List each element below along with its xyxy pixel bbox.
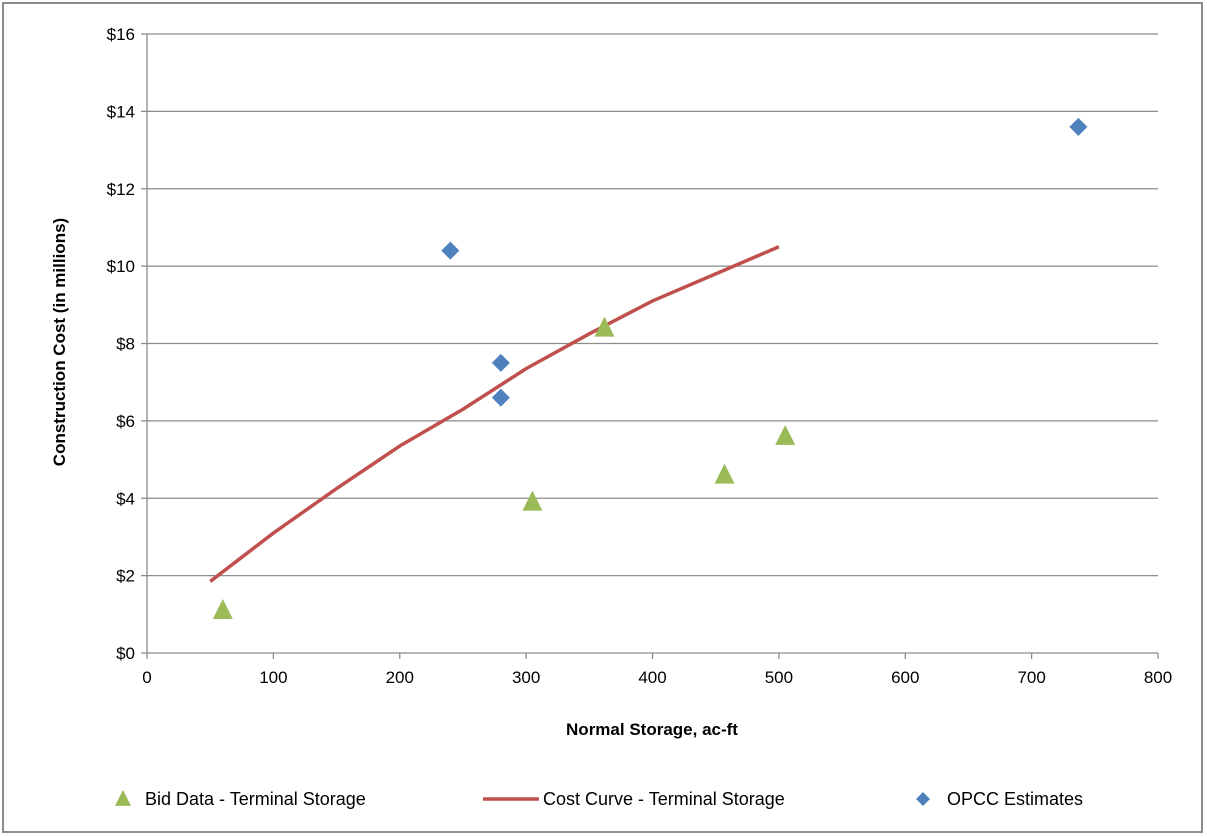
y-tick-label: $12 bbox=[107, 180, 135, 199]
y-tick-label: $16 bbox=[107, 25, 135, 44]
x-tick-label: 600 bbox=[891, 668, 919, 687]
y-tick-label: $0 bbox=[116, 644, 135, 663]
y-tick-label: $10 bbox=[107, 257, 135, 276]
cost-curve-line bbox=[209, 245, 780, 583]
bid-data-point bbox=[714, 463, 735, 484]
y-tick-label: $14 bbox=[107, 102, 135, 121]
x-tick-label: 700 bbox=[1017, 668, 1045, 687]
x-tick-label: 800 bbox=[1144, 668, 1172, 687]
y-tick-label: $8 bbox=[116, 335, 135, 354]
x-tick-label: 200 bbox=[386, 668, 414, 687]
y-tick-label: $2 bbox=[116, 567, 135, 586]
bid-data-point bbox=[775, 424, 796, 445]
x-tick-label: 0 bbox=[142, 668, 151, 687]
x-tick-label: 400 bbox=[638, 668, 666, 687]
bid-data-point bbox=[522, 490, 543, 511]
y-axis-title: Construction Cost (in millions) bbox=[50, 218, 69, 466]
x-axis-title: Normal Storage, ac-ft bbox=[566, 720, 738, 739]
opcc-estimate-point bbox=[441, 241, 460, 260]
opcc-estimate-point bbox=[491, 353, 510, 372]
tick-labels: $0 $2 $4 $6 $8 $10 $12 $14 $16 0 100 200 300 400 500 60… bbox=[107, 25, 1173, 687]
legend-label: Cost Curve - Terminal Storage bbox=[543, 789, 785, 809]
x-tick-label: 300 bbox=[512, 668, 540, 687]
legend-label: Bid Data - Terminal Storage bbox=[145, 789, 366, 809]
y-tick-label: $4 bbox=[116, 489, 135, 508]
legend: Bid Data - Terminal Storage Cost Curve - … bbox=[115, 789, 1083, 809]
legend-opcc-icon bbox=[916, 792, 930, 806]
opcc-estimate-point bbox=[491, 388, 510, 407]
y-tick-label: $6 bbox=[116, 412, 135, 431]
legend-bid-data-icon bbox=[115, 789, 131, 806]
legend-label: OPCC Estimates bbox=[947, 789, 1083, 809]
bid-data-point bbox=[594, 316, 615, 337]
opcc-estimate-point bbox=[1069, 117, 1088, 136]
x-tick-label: 500 bbox=[765, 668, 793, 687]
x-tick-label: 100 bbox=[259, 668, 287, 687]
axes bbox=[141, 33, 1159, 659]
plot-area bbox=[209, 117, 1088, 619]
bid-data-point bbox=[212, 599, 233, 619]
gridlines bbox=[147, 33, 1158, 577]
